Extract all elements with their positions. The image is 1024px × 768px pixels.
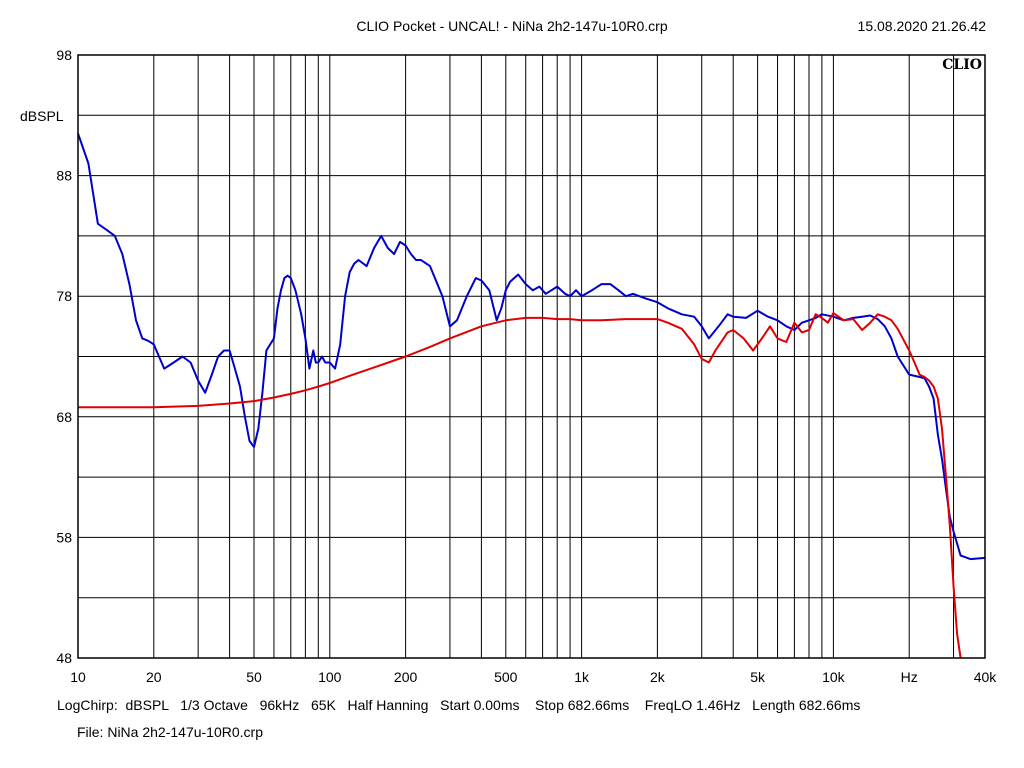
y-tick-label: 48 (56, 650, 72, 666)
y-tick-label: 68 (56, 409, 72, 425)
series-line-2 (78, 312, 962, 659)
y-axis-label: dBSPL (20, 108, 64, 124)
x-tick-label: 2k (650, 669, 666, 685)
x-tick-label: 100 (318, 669, 342, 685)
x-tick-label: 5k (750, 669, 766, 685)
x-tick-label: 40k (974, 669, 998, 685)
series-line-1 (77, 133, 986, 561)
y-tick-label: 58 (56, 529, 72, 545)
x-tick-label: 500 (494, 669, 518, 685)
plot-frame (77, 54, 986, 659)
x-tick-label: Hz (901, 669, 918, 685)
x-tick-label: 50 (246, 669, 262, 685)
measurement-parameters: LogChirp: dBSPL 1/3 Octave 96kHz 65K Hal… (57, 697, 861, 713)
x-tick-label: 10k (822, 669, 846, 685)
y-tick-label: 88 (56, 168, 72, 184)
y-tick-label: 78 (56, 288, 72, 304)
file-name: File: NiNa 2h2-147u-10R0.crp (77, 724, 263, 740)
chart-title: CLIO Pocket - UNCAL! - NiNa 2h2-147u-10R… (356, 18, 668, 34)
x-tick-label: 200 (394, 669, 418, 685)
x-tick-label: 1k (574, 669, 590, 685)
clio-logo: CLIO (942, 57, 982, 73)
x-tick-labels: 10 20 50 100 200 500 1k 2k 5k 10k Hz 40k (70, 669, 997, 685)
timestamp: 15.08.2020 21.26.42 (857, 18, 986, 34)
grid (78, 55, 985, 658)
x-tick-label: 10 (70, 669, 86, 685)
x-tick-label: 20 (146, 669, 162, 685)
y-tick-label: 98 (56, 47, 72, 63)
series-layer (77, 133, 986, 659)
y-tick-labels: 98 88 78 68 58 48 (56, 47, 72, 666)
